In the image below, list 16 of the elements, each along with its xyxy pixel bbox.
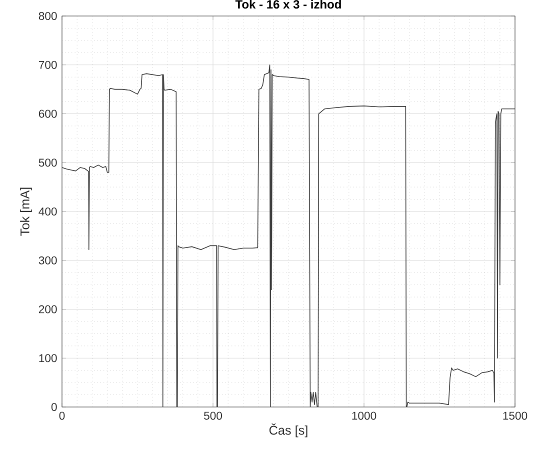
chart-title: Tok - 16 x 3 - izhod — [235, 0, 341, 9]
y-tick-label: 600 — [38, 110, 57, 118]
y-tick-label: 0 — [51, 403, 57, 412]
y-tick-label: 800 — [38, 12, 57, 20]
x-axis-title: Čas [s] — [269, 424, 308, 438]
y-tick-label: 400 — [38, 208, 57, 216]
y-tick-label: 500 — [38, 158, 57, 167]
x-tick-label: 1500 — [503, 412, 528, 420]
y-tick-label: 100 — [39, 354, 57, 362]
x-tick-label: 1000 — [352, 412, 376, 420]
y-tick-label: 300 — [38, 256, 57, 264]
y-tick-label: 200 — [38, 305, 57, 314]
x-tick-label: 0 — [59, 412, 65, 420]
x-tick-label: 500 — [204, 412, 222, 420]
y-axis-title: Tok [mA] — [20, 188, 32, 236]
y-tick-label: 700 — [38, 60, 57, 69]
